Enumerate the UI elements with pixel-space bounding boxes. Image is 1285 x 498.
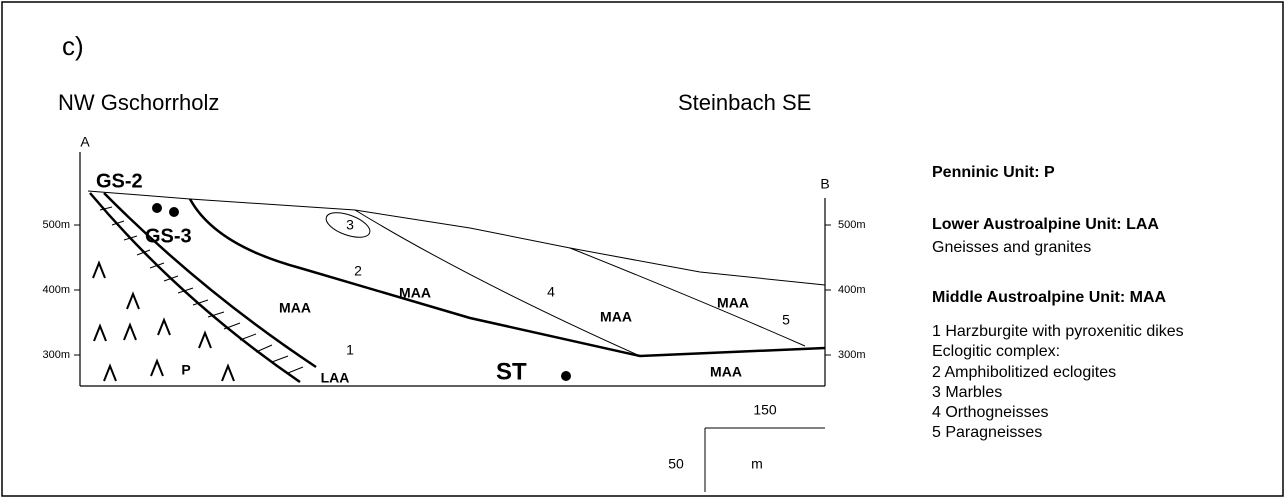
- sample-label: GS-2: [96, 170, 143, 192]
- lithology-number: 4: [547, 284, 555, 300]
- legend-heading: Middle Austroalpine Unit: MAA: [932, 289, 1167, 306]
- lithology-number: 3: [346, 217, 354, 233]
- legend-item: Eclogitic complex:: [932, 343, 1060, 360]
- legend-item: 4 Orthogneisses: [932, 404, 1049, 421]
- unit-label: MAA: [710, 364, 742, 380]
- scale-unit: m: [751, 456, 763, 472]
- legend-item: 2 Amphibolitized eclogites: [932, 364, 1116, 381]
- elevation-label: 400m: [42, 284, 70, 296]
- legend-heading: Lower Austroalpine Unit: LAA: [932, 216, 1159, 233]
- elevation-label: 400m: [838, 284, 866, 296]
- elevation-label: 500m: [42, 219, 70, 231]
- legend-text: Gneisses and granites: [932, 239, 1091, 256]
- legend-item: 3 Marbles: [932, 384, 1002, 401]
- unit-label: MAA: [399, 285, 431, 301]
- elevation-label: 300m: [838, 349, 866, 361]
- unit-label: MAA: [279, 300, 311, 316]
- profile-right: Steinbach SE: [678, 90, 811, 115]
- legend-heading: Penninic Unit: P: [932, 164, 1055, 181]
- unit-label: MAA: [717, 295, 749, 311]
- unit-label: LAA: [321, 370, 350, 386]
- unit-label: MAA: [600, 309, 632, 325]
- scale-bar: [705, 428, 825, 492]
- sample-label: GS-3: [145, 225, 192, 247]
- lithology-number: 1: [346, 342, 354, 358]
- elevation-label: 500m: [838, 219, 866, 231]
- point-a: A: [80, 134, 90, 150]
- sample-label: ST: [496, 358, 527, 385]
- scale-vertical: 50: [668, 456, 684, 472]
- legend-item: 5 Paragneisses: [932, 424, 1042, 441]
- lithology-number: 5: [782, 312, 790, 328]
- unit-label: P: [181, 362, 190, 378]
- elevation-label: 300m: [42, 349, 70, 361]
- legend-item: 1 Harzburgite with pyroxenitic dikes: [932, 323, 1184, 340]
- lithology-number: 2: [354, 263, 362, 279]
- panel-label: c): [62, 31, 84, 61]
- geology: [88, 191, 825, 382]
- scale-horizontal: 150: [753, 402, 777, 418]
- profile-left: NW Gschorrholz: [58, 90, 219, 115]
- diagram: c) NW Gschorrholz Steinbach SE A B 500m …: [0, 0, 1285, 498]
- point-b: B: [820, 176, 829, 192]
